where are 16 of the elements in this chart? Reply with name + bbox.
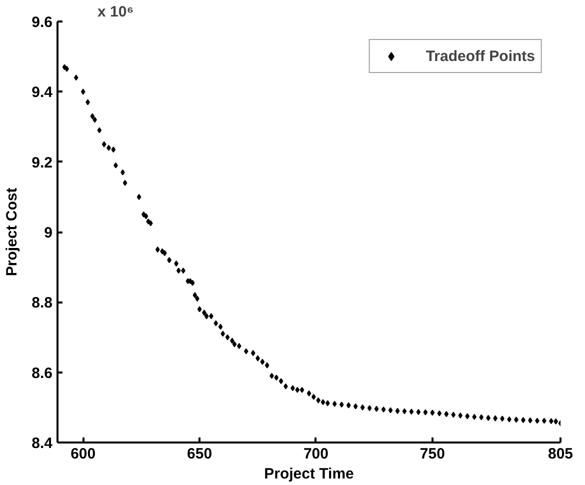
y-axis-title: Project Cost [4,188,21,276]
text: x 10⁶ [98,4,134,20]
x-tick-label: 750 [420,446,445,462]
y-tick-label: 9.6 [32,14,53,31]
legend-label: Tradeoff Points [426,48,535,64]
y-tick-label: 9.4 [32,84,54,102]
y-tick-label: 9 [44,224,52,242]
x-tick-label: 600 [70,446,96,462]
y-tick-label: 8.6 [32,364,53,382]
x-axis-title: Project Time [264,466,354,482]
y-tick-label: 9.2 [32,154,53,172]
x-tick-label: 650 [187,446,212,462]
x-tick-label: 700 [303,446,329,462]
y-tick-label: 8.8 [32,294,53,312]
x-tick-label: 805 [548,446,574,462]
y-tick-label: 8.4 [32,435,54,452]
